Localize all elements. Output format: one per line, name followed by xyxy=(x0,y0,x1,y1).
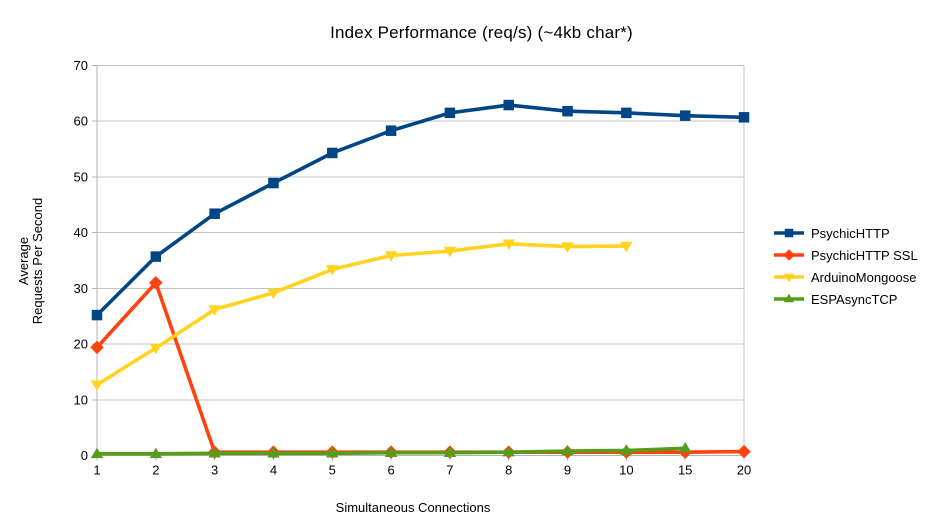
chart-title: Index Performance (req/s) (~4kb char*) xyxy=(330,23,633,42)
x-tick-label: 8 xyxy=(505,463,512,478)
y-tick-label: 70 xyxy=(74,58,88,73)
legend-label: PsychicHTTP xyxy=(811,225,890,241)
diamond-marker-psychichttp-ssl xyxy=(737,444,751,459)
y-axis-title: Average Requests Per Second xyxy=(16,197,45,325)
square-marker-psychichttp xyxy=(91,309,103,321)
triangle-up-marker-espasynctcp xyxy=(502,445,515,457)
triangle-down-marker-arduinomongoose xyxy=(208,305,221,316)
diamond-legend-key-icon xyxy=(774,249,804,261)
triangle-up-marker-espasynctcp xyxy=(384,446,398,457)
triangle-down-marker-arduinomongoose xyxy=(561,242,574,253)
x-tick-label: 7 xyxy=(446,463,453,478)
y-tick-label: 50 xyxy=(74,169,88,184)
series-line-psychichttp-ssl xyxy=(95,280,745,454)
triangle-down-marker-arduinomongoose xyxy=(502,239,515,251)
triangle-down-icon xyxy=(783,273,795,283)
x-axis-title: Simultaneous Connections xyxy=(335,500,491,515)
legend-label: PsychicHTTP SSL xyxy=(811,247,918,263)
legend-item-psychichttp-ssl: PsychicHTTP SSL xyxy=(773,247,918,263)
triangle-up-icon xyxy=(783,293,795,303)
square-marker-psychichttp xyxy=(621,107,632,119)
legend-label: ESPAsyncTCP xyxy=(811,291,898,307)
y-tick-label: 40 xyxy=(74,225,88,240)
x-tick-label: 1 xyxy=(93,463,100,478)
triangle-up-marker-espasynctcp xyxy=(620,444,633,455)
square-marker-psychichttp xyxy=(268,177,279,189)
triangle-up-marker-espasynctcp xyxy=(443,446,457,457)
legend-item-arduinomongoose: ArduinoMongoose xyxy=(773,269,918,285)
triangle-up-marker-espasynctcp xyxy=(326,447,339,458)
diamond-icon xyxy=(783,249,795,261)
legend-label: ArduinoMongoose xyxy=(811,269,917,285)
legend-item-espasynctcp: ESPAsyncTCP xyxy=(773,291,918,307)
diamond-marker-psychichttp-ssl xyxy=(90,340,104,355)
x-tick-label: 3 xyxy=(211,463,218,478)
x-tick-label: 2 xyxy=(152,463,159,478)
y-tick-label: 60 xyxy=(74,114,88,129)
square-marker-psychichttp xyxy=(444,107,456,119)
square-marker-psychichttp xyxy=(209,208,220,219)
square-marker-psychichttp xyxy=(679,110,691,121)
triangle-up-marker-espasynctcp xyxy=(149,447,163,459)
triangle-down-legend-key-icon xyxy=(774,273,804,283)
triangle-up-marker-espasynctcp xyxy=(678,442,692,453)
x-tick-label: 9 xyxy=(564,463,571,478)
legend-item-psychichttp: PsychicHTTP xyxy=(773,225,918,241)
triangle-down-marker-arduinomongoose xyxy=(326,265,339,276)
triangle-down-marker-arduinomongoose xyxy=(443,246,457,258)
series-line-psychichttp xyxy=(95,103,745,317)
square-marker-psychichttp xyxy=(562,105,573,117)
square-marker-psychichttp xyxy=(150,251,162,262)
square-marker-psychichttp xyxy=(327,147,338,159)
x-tick-label: 4 xyxy=(270,463,277,478)
triangle-up-legend-key-icon xyxy=(774,293,804,303)
triangle-down-marker-arduinomongoose xyxy=(384,251,398,262)
triangle-down-marker-arduinomongoose xyxy=(149,343,163,355)
square-marker-psychichttp xyxy=(503,99,514,111)
x-tick-label: 20 xyxy=(737,463,751,478)
square-marker-psychichttp xyxy=(385,125,397,136)
y-tick-label: 30 xyxy=(74,281,88,296)
triangle-down-marker-arduinomongoose xyxy=(267,288,280,300)
x-tick-label: 15 xyxy=(678,463,692,478)
legend: PsychicHTTP PsychicHTTP SSL ArduinoMongoos… xyxy=(773,225,918,307)
y-tick-label: 10 xyxy=(74,392,88,407)
y-tick-label: 0 xyxy=(81,448,88,463)
triangle-up-marker-espasynctcp xyxy=(90,447,104,459)
square-marker-psychichttp xyxy=(738,112,750,123)
series-line-arduinomongoose xyxy=(96,241,627,387)
y-tick-label: 20 xyxy=(74,337,88,352)
triangle-up-marker-espasynctcp xyxy=(208,447,221,458)
triangle-up-marker-espasynctcp xyxy=(561,444,574,456)
triangle-down-marker-arduinomongoose xyxy=(620,241,633,253)
triangle-up-marker-espasynctcp xyxy=(267,447,280,458)
x-tick-label: 10 xyxy=(619,463,633,478)
x-tick-label: 5 xyxy=(329,463,336,478)
x-tick-label: 6 xyxy=(387,463,394,478)
diamond-marker-psychichttp-ssl xyxy=(149,276,163,290)
triangle-down-marker-arduinomongoose xyxy=(90,380,104,391)
square-icon xyxy=(784,228,794,238)
square-legend-key-icon xyxy=(774,228,804,238)
